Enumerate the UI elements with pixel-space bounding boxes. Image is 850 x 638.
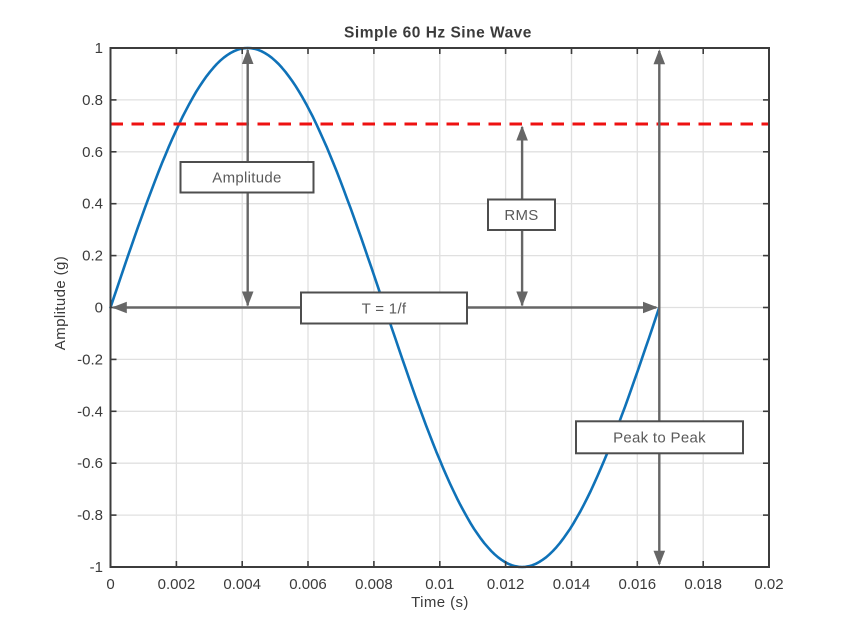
svg-text:-0.6: -0.6	[77, 455, 103, 472]
svg-text:Simple 60 Hz Sine Wave: Simple 60 Hz Sine Wave	[344, 25, 532, 42]
svg-text:-0.2: -0.2	[77, 351, 103, 368]
svg-text:Time (s): Time (s)	[411, 594, 469, 611]
svg-text:0.016: 0.016	[619, 576, 657, 593]
svg-text:0.014: 0.014	[553, 576, 591, 593]
svg-text:Amplitude: Amplitude	[212, 170, 281, 187]
svg-text:0.008: 0.008	[355, 576, 393, 593]
svg-text:0.018: 0.018	[684, 576, 722, 593]
svg-text:0: 0	[95, 300, 103, 317]
svg-text:0.6: 0.6	[82, 144, 103, 161]
svg-text:0: 0	[106, 576, 114, 593]
svg-text:0.006: 0.006	[289, 576, 327, 593]
svg-text:0.002: 0.002	[158, 576, 196, 593]
svg-text:-0.4: -0.4	[77, 403, 103, 420]
svg-text:0.004: 0.004	[223, 576, 261, 593]
svg-text:0.2: 0.2	[82, 248, 103, 265]
svg-text:0.01: 0.01	[425, 576, 454, 593]
svg-text:0.8: 0.8	[82, 92, 103, 109]
svg-text:0.02: 0.02	[754, 576, 783, 593]
svg-text:RMS: RMS	[504, 207, 538, 224]
svg-text:1: 1	[95, 40, 103, 57]
svg-text:0.4: 0.4	[82, 196, 103, 213]
svg-text:T = 1/f: T = 1/f	[362, 301, 407, 318]
svg-text:-1: -1	[90, 559, 103, 576]
svg-text:-0.8: -0.8	[77, 507, 103, 524]
svg-text:0.012: 0.012	[487, 576, 525, 593]
svg-text:Peak to Peak: Peak to Peak	[613, 430, 706, 447]
svg-text:Amplitude (g): Amplitude (g)	[52, 256, 69, 350]
